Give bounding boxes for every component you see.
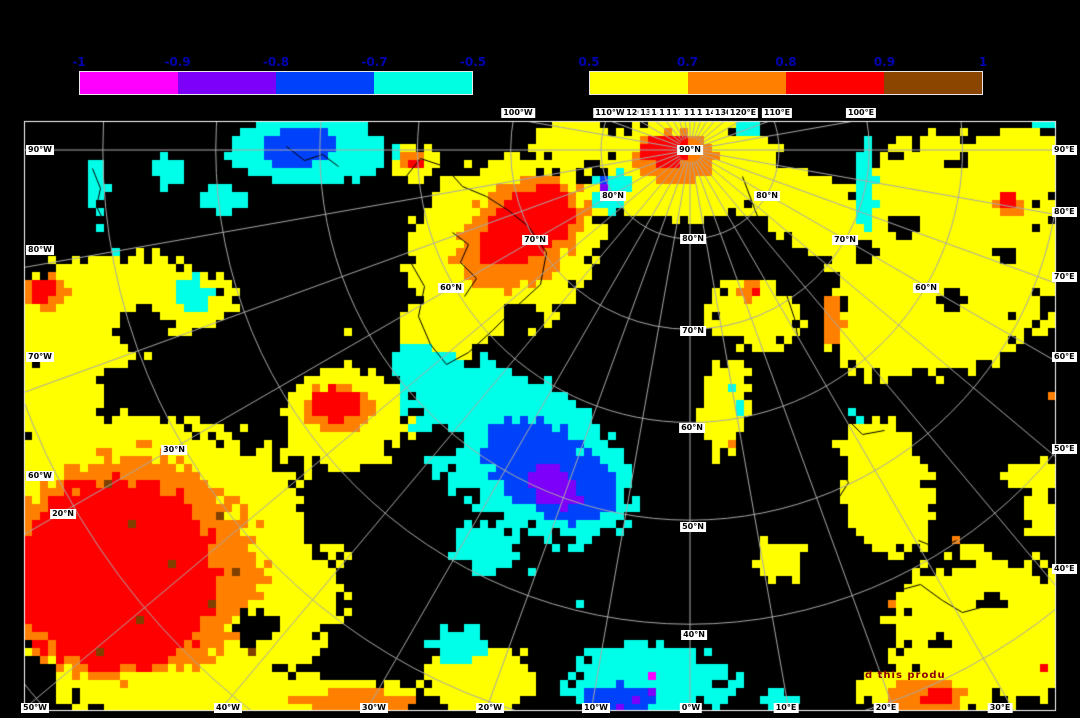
graticule-label: 40°N — [681, 630, 707, 640]
colorbar-positive-segment-1 — [688, 72, 786, 94]
watermark-text: d this produ — [865, 670, 946, 681]
edge-label-right: 50°E — [1052, 444, 1077, 454]
colorbar-negative-tick-label: -0.9 — [164, 55, 191, 69]
graticule-label: 70°N — [832, 235, 858, 245]
colorbar-negative-tick-label: -1 — [72, 55, 86, 69]
colorbar-negative-segment-2 — [276, 72, 374, 94]
edge-label-bottom: 20°E — [873, 703, 899, 713]
colorbar-positive-tick-label: 0.5 — [578, 55, 600, 69]
colorbar-positive-tick-label: 0.9 — [873, 55, 896, 69]
colorbar-positive-tick-label: 0.8 — [775, 55, 797, 69]
edge-label-bottom: 50°W — [21, 703, 49, 713]
graticule-label: 20°N — [50, 509, 76, 519]
colorbar-negative — [79, 71, 473, 95]
graticule-label: 60°N — [438, 283, 464, 293]
colorbar-positive-tick-label: 0.7 — [676, 55, 699, 69]
edge-label-bottom: 10°E — [773, 703, 799, 713]
colorbar-negative-segment-1 — [178, 72, 276, 94]
edge-label-right: 40°E — [1052, 564, 1077, 574]
edge-label-bottom: 30°E — [987, 703, 1013, 713]
edge-label-left: 90°W — [26, 145, 54, 155]
colorbar-positive-segment-0 — [590, 72, 688, 94]
edge-label-left: 70°W — [26, 352, 54, 362]
edge-label-top: 120°E — [727, 108, 759, 118]
edge-label-bottom: 20°W — [476, 703, 504, 713]
edge-label-right: 80°E — [1052, 207, 1077, 217]
edge-label-left: 60°W — [26, 471, 54, 481]
colorbar-positive-segment-3 — [884, 72, 982, 94]
colorbar-positive — [589, 71, 983, 95]
edge-label-right: 70°E — [1052, 272, 1077, 282]
graticule-label: 80°N — [680, 234, 706, 244]
colorbar-negative-segment-0 — [80, 72, 178, 94]
edge-label-left: 80°W — [26, 245, 54, 255]
edge-label-right: 60°E — [1052, 352, 1077, 362]
colorbar-negative-tick-label: -0.8 — [262, 55, 290, 69]
graticule-label: 70°N — [522, 235, 548, 245]
graticule-label: 60°N — [913, 283, 939, 293]
edge-label-right: 90°E — [1052, 145, 1077, 155]
edge-label-bottom: 0°W — [679, 703, 703, 713]
edge-label-bottom: 10°W — [582, 703, 610, 713]
colorbar-negative-tick-label: -0.7 — [361, 55, 388, 69]
graticule-label: 90°N — [677, 145, 703, 155]
edge-label-top: 110°E — [761, 108, 793, 118]
graticule-label: 50°N — [680, 522, 706, 532]
graticule-label: 80°N — [754, 191, 780, 201]
edge-label-top: 110°W — [593, 108, 627, 118]
colorbar-positive-tick-label: 1 — [978, 55, 988, 69]
colorbar-negative-tick-label: -0.5 — [459, 55, 487, 69]
graticule-label: 70°N — [680, 326, 706, 336]
graticule-label: 60°N — [679, 423, 705, 433]
graticule-label: 80°N — [600, 191, 626, 201]
edge-label-bottom: 40°W — [214, 703, 242, 713]
edge-label-bottom: 30°W — [360, 703, 388, 713]
edge-label-top: 100°W — [501, 108, 535, 118]
graticule-label: 30°N — [161, 445, 187, 455]
colorbar-negative-segment-3 — [374, 72, 472, 94]
colorbar-positive-segment-2 — [786, 72, 884, 94]
edge-label-top: 100°E — [845, 108, 877, 118]
